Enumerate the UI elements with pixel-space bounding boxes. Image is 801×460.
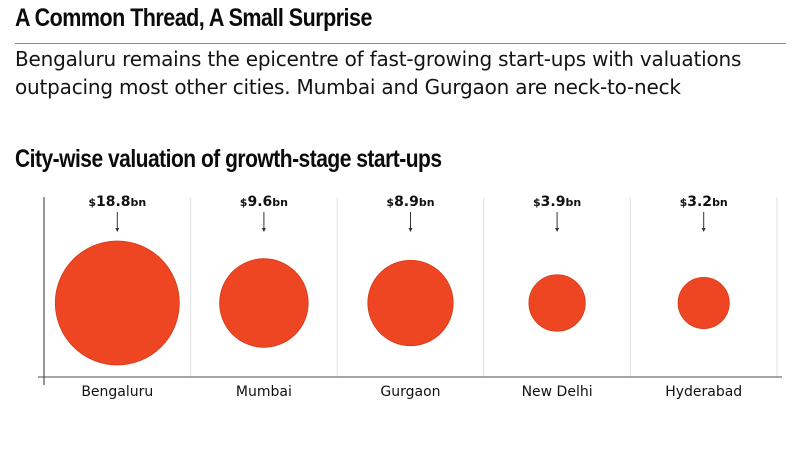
value-label: $3.9bn <box>533 194 581 210</box>
value-label: $8.9bn <box>386 194 434 210</box>
bubble-gurgaon <box>367 259 454 347</box>
page-subtitle: Bengaluru remains the epicentre of fast-… <box>15 47 742 99</box>
arrow-head-icon <box>261 228 266 232</box>
arrow-head-icon <box>701 228 706 232</box>
value-label: $3.2bn <box>680 194 728 210</box>
value-suffix: bn <box>131 196 147 209</box>
value-suffix: bn <box>712 196 728 209</box>
value-suffix: bn <box>419 196 435 209</box>
bubble-new-delhi <box>528 274 586 332</box>
value-suffix: bn <box>272 196 288 209</box>
category-label: Mumbai <box>236 384 292 400</box>
arrow-head-icon <box>555 228 560 232</box>
bubble-mumbai <box>219 258 309 348</box>
value-prefix: $ <box>386 196 394 209</box>
value-number: 8.9 <box>394 194 419 210</box>
category-label: Gurgaon <box>380 384 440 400</box>
value-label: $18.8bn <box>88 194 146 210</box>
bubble-bengaluru <box>54 240 180 366</box>
value-prefix: $ <box>533 196 541 209</box>
value-number: 3.9 <box>541 194 566 210</box>
value-number: 9.6 <box>247 194 272 210</box>
title-divider <box>15 43 786 44</box>
arrow-head-icon <box>408 228 413 232</box>
value-prefix: $ <box>680 196 688 209</box>
category-label: Hyderabad <box>665 384 742 400</box>
bubble-hyderabad <box>677 276 730 329</box>
value-prefix: $ <box>240 196 248 209</box>
value-number: 3.2 <box>687 194 712 210</box>
category-label: Bengaluru <box>81 384 153 400</box>
value-label: $9.6bn <box>240 194 288 210</box>
category-label: New Delhi <box>522 384 593 400</box>
page-title: A Common Thread, A Small Surprise <box>15 4 372 32</box>
value-suffix: bn <box>565 196 581 209</box>
value-prefix: $ <box>88 196 96 209</box>
value-number: 18.8 <box>96 194 131 210</box>
arrow-head-icon <box>115 228 120 232</box>
chart-title: City-wise valuation of growth-stage star… <box>15 145 442 173</box>
